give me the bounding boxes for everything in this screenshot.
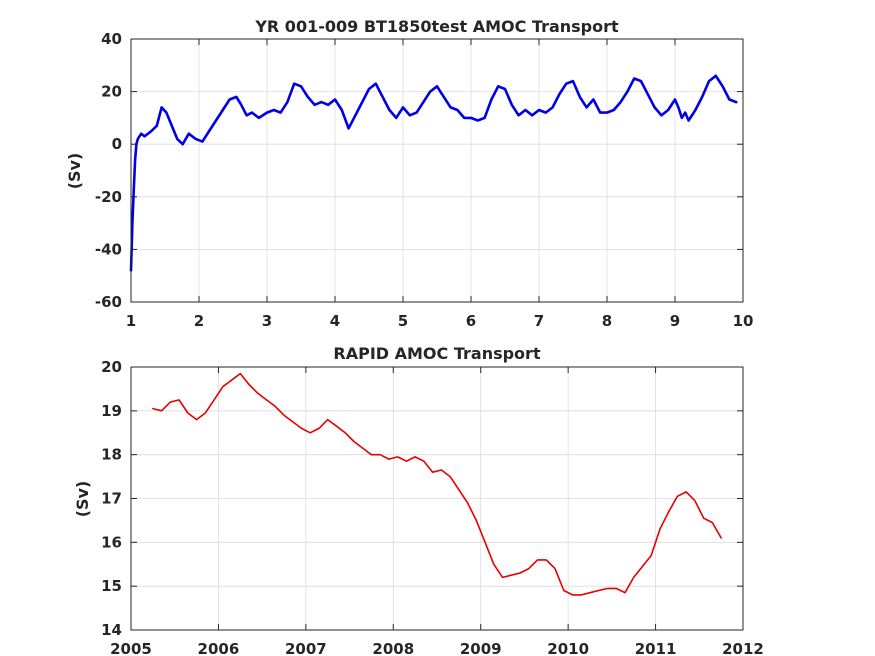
y-tick-label: 40	[101, 30, 122, 48]
series-line	[129, 74, 738, 272]
y-tick-label: 18	[101, 446, 122, 464]
x-tick-label: 2	[194, 312, 204, 330]
x-tick-label: 2012	[722, 640, 764, 656]
x-tick-label: 6	[466, 312, 476, 330]
x-tick-label: 5	[398, 312, 408, 330]
y-axis-label: (Sv)	[65, 153, 84, 190]
x-tick-label: 2006	[198, 640, 240, 656]
x-tick-label: 2009	[460, 640, 502, 656]
chart-title: RAPID AMOC Transport	[333, 344, 541, 363]
x-tick-label: 2010	[547, 640, 589, 656]
chart-title: YR 001-009 BT1850test AMOC Transport	[254, 17, 619, 36]
x-tick-label: 3	[262, 312, 272, 330]
x-tick-label: 2007	[285, 640, 327, 656]
x-tick-label: 4	[330, 312, 340, 330]
y-tick-label: 0	[112, 135, 122, 153]
y-tick-label: -60	[95, 293, 122, 311]
x-tick-label: 7	[534, 312, 544, 330]
x-tick-label: 10	[733, 312, 754, 330]
y-tick-label: 16	[101, 533, 122, 551]
series-line	[152, 372, 722, 596]
x-tick-label: 1	[126, 312, 136, 330]
rapid-amoc-chart: RAPID AMOC Transport (Sv) 2005 2006 2007 20…	[73, 344, 764, 656]
y-tick-label: 17	[101, 490, 122, 508]
y-tick-label: -20	[95, 188, 122, 206]
y-tick-label: 20	[101, 83, 122, 101]
x-tick-label: 2005	[110, 640, 152, 656]
y-tick-label: -40	[95, 240, 122, 258]
x-tick-label: 2008	[372, 640, 414, 656]
x-tick-label: 8	[602, 312, 612, 330]
y-tick-label: 14	[101, 621, 122, 639]
y-tick-label: 15	[101, 577, 122, 595]
x-tick-label: 9	[670, 312, 680, 330]
y-tick-label: 20	[101, 358, 122, 376]
y-axis-label: (Sv)	[73, 481, 92, 518]
x-tick-label: 2011	[635, 640, 677, 656]
y-tick-label: 19	[101, 402, 122, 420]
plot-area-border	[130, 38, 744, 303]
model-amoc-chart: YR 001-009 BT1850test AMOC Transport (Sv…	[65, 17, 753, 330]
